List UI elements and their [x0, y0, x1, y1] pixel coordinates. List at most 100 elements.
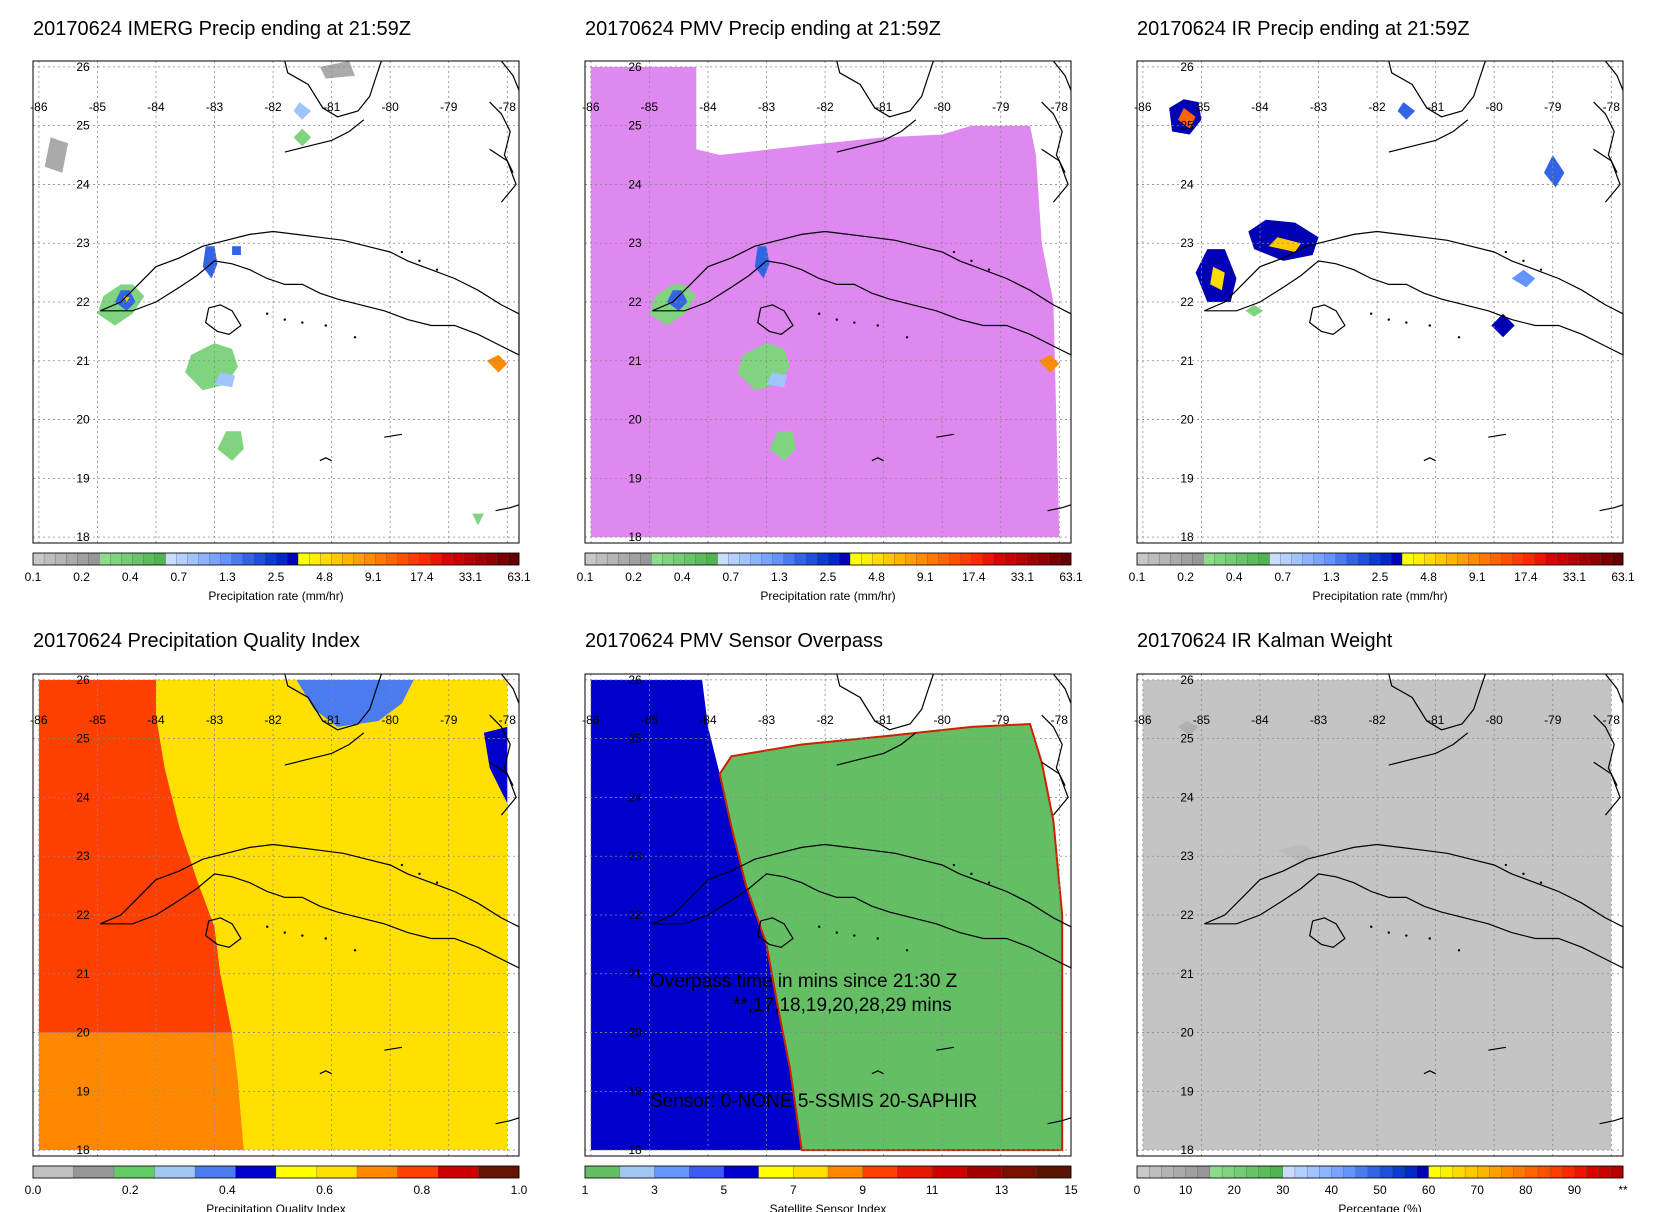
coastline [284, 119, 365, 153]
panel-pqi: -86 -85 -84 -83 -82 -81 -80 -79 -78 26 25 24 23 22 21 2… [25, 673, 528, 1212]
colorbar-swatch [1501, 1165, 1515, 1179]
lat-tick-label: 25 [76, 732, 90, 746]
colorbar-swatch [113, 1165, 155, 1179]
colorbar-swatch [629, 552, 641, 566]
coastline [489, 761, 517, 816]
colorbar-tick-label: 33.1 [459, 570, 483, 584]
lat-tick-label: 20 [628, 413, 642, 427]
colorbar-swatch [1306, 1165, 1320, 1179]
coastline [1593, 761, 1621, 816]
colorbar-swatch [353, 552, 365, 566]
lat-tick-label: 26 [1180, 60, 1194, 74]
colorbar-swatch [1537, 1165, 1551, 1179]
lon-tick-label: -79 [992, 713, 1010, 727]
colorbar-swatch [1335, 552, 1348, 566]
colorbar-swatch [894, 552, 906, 566]
field-area [1491, 313, 1515, 338]
colorbar-swatch [684, 552, 696, 566]
sensor-legend-text: Sensor: 0-NONE 5-SSMIS 20-SAPHIR [650, 1091, 977, 1112]
panel-title-kalman: 20170624 IR Kalman Weight [1137, 630, 1393, 652]
colorbar-swatch [1197, 1165, 1211, 1179]
colorbar-frame [1136, 1165, 1624, 1179]
lon-tick-label: -82 [1368, 100, 1386, 114]
colorbar-swatch [1246, 1165, 1259, 1179]
island-dot [1405, 934, 1408, 937]
lat-tick-label: 19 [628, 471, 642, 485]
field-area [217, 431, 244, 461]
colorbar-swatch [1324, 552, 1337, 566]
colorbar-swatch [165, 552, 178, 566]
colorbar-tick-label: 0.4 [219, 1183, 236, 1197]
map-frame [584, 673, 1072, 1157]
colorbar-swatch [1158, 552, 1171, 566]
coastline [384, 1046, 402, 1051]
island-dot [266, 312, 269, 315]
colorbar-swatch [916, 552, 928, 566]
coastline [836, 732, 917, 766]
coastline [205, 304, 242, 335]
lon-tick-label: -80 [934, 713, 952, 727]
colorbar-label: Satellite Sensor Index [770, 1202, 887, 1212]
colorbar-swatch [1610, 1165, 1624, 1179]
lat-tick-label: 23 [628, 236, 642, 250]
lon-tick-label: -79 [440, 100, 458, 114]
colorbar-swatch [1424, 552, 1436, 566]
lon-tick-label: -80 [382, 713, 400, 727]
colorbar-swatch [1489, 1165, 1502, 1179]
colorbar-swatch [772, 552, 785, 566]
colorbar-swatch [1236, 552, 1248, 566]
lat-tick-label: 25 [628, 119, 642, 133]
field-area [483, 726, 508, 804]
colorbar-swatch [316, 1165, 358, 1179]
colorbar-tick-label: 0.1 [1129, 570, 1146, 584]
colorbar-swatch [1181, 552, 1193, 566]
colorbar-frame [584, 1165, 1072, 1179]
colorbar-swatch [717, 552, 730, 566]
lat-tick-label: 26 [628, 673, 642, 687]
coastline [1423, 457, 1436, 462]
colorbar-swatch [397, 552, 409, 566]
colorbar-frame [1136, 552, 1624, 566]
island-dot [435, 268, 439, 271]
colorbar-label: Precipitation rate (mm/hr) [208, 589, 343, 603]
field-area [38, 1032, 244, 1151]
colorbar-tick-label: 11 [926, 1183, 939, 1197]
lat-tick-label: 25 [628, 732, 642, 746]
lon-tick-label: -80 [1486, 713, 1504, 727]
colorbar-swatch [1247, 552, 1259, 566]
coastline [1309, 917, 1346, 948]
lat-tick-label: 21 [76, 354, 90, 368]
colorbar-tick-label: 3 [651, 1183, 658, 1197]
colorbar-swatch [695, 552, 707, 566]
coastline [384, 433, 402, 438]
colorbar-swatch [235, 1165, 277, 1179]
colorbar-swatch [827, 1165, 864, 1179]
colorbar-tick-label: 33.1 [1011, 570, 1035, 584]
map-frame [1136, 673, 1624, 1157]
colorbar-tick-label: 9.1 [1469, 570, 1486, 584]
lon-tick-label: -78 [499, 100, 517, 114]
colorbar-tick-label: 1.3 [1323, 570, 1340, 584]
lat-tick-label: 25 [1180, 732, 1194, 746]
coastline [489, 148, 517, 203]
colorbar-label: Percentage (%) [1338, 1202, 1421, 1212]
lat-tick-label: 18 [76, 1143, 90, 1157]
colorbar-tick-label: 0.4 [1226, 570, 1243, 584]
colorbar-swatch [430, 552, 443, 566]
colorbar-swatch [617, 552, 630, 566]
colorbar-swatch [816, 552, 829, 566]
field-area [38, 679, 233, 1033]
colorbar-swatch [1412, 552, 1425, 566]
colorbar-swatch [1379, 552, 1392, 566]
colorbar-tick-label: 1.0 [511, 1183, 528, 1197]
colorbar-swatch [640, 552, 652, 566]
island-dot [324, 324, 327, 327]
colorbar-swatch [1501, 552, 1513, 566]
colorbar-swatch [1209, 1165, 1223, 1179]
colorbar-swatch [662, 552, 674, 566]
lon-tick-label: -84 [147, 100, 165, 114]
lat-tick-label: 25 [76, 119, 90, 133]
colorbar-tick-label: 30 [1276, 1183, 1290, 1197]
colorbar-swatch [1185, 1165, 1199, 1179]
